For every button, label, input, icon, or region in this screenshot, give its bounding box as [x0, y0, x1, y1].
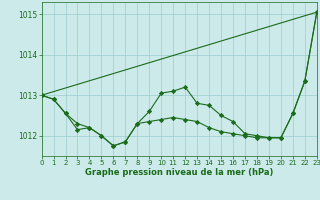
X-axis label: Graphe pression niveau de la mer (hPa): Graphe pression niveau de la mer (hPa)	[85, 168, 273, 177]
